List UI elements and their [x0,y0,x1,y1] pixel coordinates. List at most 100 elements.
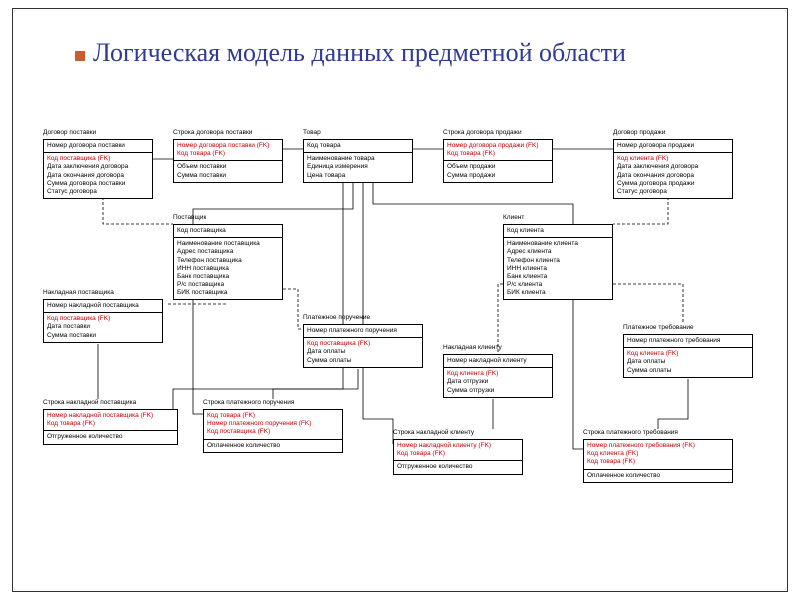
entity-attrs: Код поставщика (FK)Дата заключения догов… [44,153,152,198]
entity-box: Номер накладной поставщика Код поставщика… [43,299,163,343]
entity-name: Договор продажи [613,129,733,137]
attr-field: Сумма договора поставки [47,180,149,188]
entity-attrs: Отгруженное количество [394,461,522,473]
entity-name: Договор поставки [43,129,153,137]
attr-field: Статус договора [47,188,149,196]
diagram-canvas: Договор поставки Номер договора поставки К… [43,129,783,579]
entity-name: Платежное поручение [303,314,423,322]
attr-field: Дата окончания договора [617,172,729,180]
attr-field: Сумма продажи [447,172,549,180]
attr-field: Дата окончания договора [47,172,149,180]
entity-box: Номер платежного требования Код клиента (… [623,334,753,378]
entity-nakladnaya_post: Накладная поставщикаНомер накладной пост… [43,289,163,343]
attr-field: Код клиента (FK) [617,155,729,163]
entity-pk: Номер договора поставки [44,140,152,153]
entity-name: Поставщик [173,214,283,222]
entity-name: Платежное требование [623,324,753,332]
edge [363,181,393,444]
attr-field: Банк поставщика [177,273,279,281]
entity-box: Код товараНаименование товараЕдиница изм… [303,139,413,183]
entity-pk: Код клиента [504,225,612,238]
entity-stroka_dog_prod: Строка договора продажи Номер договора пр… [443,129,553,183]
pk-field: Номер договора поставки (FK) [177,142,279,150]
attr-field: БИК клиента [507,289,609,297]
entity-box: Код клиента Наименование клиентаАдрес кли… [503,224,613,300]
attr-field: Банк клиента [507,273,609,281]
entity-pk: Номер накладной клиенту [444,355,552,368]
entity-box: Номер договора поставки Код поставщика (F… [43,139,153,199]
attr-field: Р/с поставщика [177,281,279,289]
attr-field: БИК поставщика [177,289,279,297]
pk-field: Код товара (FK) [447,150,549,158]
entity-attrs: Наименование товараЕдиница измеренияЦена… [304,153,412,181]
attr-field: Сумма оплаты [307,357,419,365]
entity-pk: Номер платежного требования [624,335,752,348]
entity-box: Код поставщика Наименование поставщикаАдр… [173,224,283,300]
attr-field: Дата поставки [47,323,159,331]
attr-field: Сумма отгрузки [447,387,549,395]
entity-box: Номер договора поставки (FK)Код товара (… [173,139,283,183]
attr-field: Адрес клиента [507,248,609,256]
entity-attrs: Отгруженное количество [44,431,177,443]
title-bullet [75,51,85,61]
attr-field: Единица измерения [307,163,409,171]
entity-plat_poruchenie: Платежное поручение Номер платежного пору… [303,314,423,368]
entity-attrs: Наименование поставщикаАдрес поставщикаТ… [174,238,282,299]
attr-field: Объем поставки [177,163,279,171]
pk-field: Код поставщика [177,227,279,235]
entity-nakladnaya_klient: Накладная клиентуНомер накладной клиенту… [443,344,553,398]
attr-field: Отгруженное количество [47,433,174,441]
attr-field: Код поставщика (FK) [47,315,159,323]
entity-stroka_plat_por: Строка платежного порученияКод товара (F… [203,399,343,453]
entity-plat_trebovanie: Платежное требование Номер платежного тре… [623,324,753,378]
pk-field: Код товара (FK) [397,450,519,458]
entity-pk: Номер договора продажи (FK)Код товара (F… [444,140,552,161]
entity-box: Номер договора продажиКод клиента (FK)Да… [613,139,733,199]
attr-field: Код поставщика (FK) [47,155,149,163]
entity-attrs: Наименование клиентаАдрес клиентаТелефон… [504,238,612,299]
entity-pk: Номер накладной поставщика [44,300,162,313]
entity-box: Номер платежного порученияКод поставщика… [303,324,423,368]
entity-stroka_nakl_post: Строка накладной поставщикаНомер накладн… [43,399,178,445]
entity-stroka_nakl_klient: Строка накладной клиентуНомер накладной … [393,429,523,475]
entity-name: Клиент [503,214,613,222]
entity-name: Строка договора продажи [443,129,553,137]
attr-field: Статус договора [617,188,729,196]
pk-field: Номер накладной клиенту [447,357,549,365]
entity-pk: Номер накладной клиенту (FK)Код товара (… [394,440,522,461]
pk-field: Номер договора продажи [617,142,729,150]
pk-field: Код поставщика (FK) [207,428,339,436]
entity-pk: Номер платежного поручения [304,325,422,338]
entity-pk: Номер накладной поставщика (FK)Код товар… [44,410,177,431]
attr-field: Сумма поставки [47,332,159,340]
edge [103,197,173,224]
attr-field: Адрес поставщика [177,248,279,256]
pk-field: Код клиента [507,227,609,235]
pk-field: Номер платежного требования (FK) [587,442,729,450]
entity-box: Номер накладной поставщика (FK)Код товар… [43,409,178,444]
attr-field: Отгруженное количество [397,463,519,471]
pk-field: Номер платежного поручения (FK) [207,420,339,428]
entity-stroka_dog_post: Строка договора поставкиНомер договора п… [173,129,283,183]
pk-field: Код клиента (FK) [587,450,729,458]
pk-field: Номер платежного поручения [307,327,419,335]
attr-field: Р/с клиента [507,281,609,289]
entity-stroka_plat_treb: Строка платежного требования Номер платеж… [583,429,733,483]
entity-attrs: Код клиента (FK)Дата отгрузкиСумма отгру… [444,368,552,396]
attr-field: Сумма поставки [177,172,279,180]
attr-field: Сумма договора продажи [617,180,729,188]
entity-name: Строка платежного требования [583,429,733,437]
edge [613,284,683,324]
attr-field: Код клиента (FK) [447,370,549,378]
entity-dogovor_prodazhi: Договор продажи Номер договора продажи Код… [613,129,733,199]
entity-dogovor_postavki: Договор поставки Номер договора поставки К… [43,129,153,199]
pk-field: Номер накладной клиенту (FK) [397,442,519,450]
entity-name: Товар [303,129,413,137]
entity-pk: Код товара (FK)Номер платежного поручени… [204,410,342,439]
entity-attrs: Код клиента (FK)Дата заключения договора… [614,153,732,198]
attr-field: Код клиента (FK) [627,350,749,358]
entity-pk: Номер договора продажи [614,140,732,153]
entity-attrs: Объем поставкиСумма поставки [174,161,282,181]
edge [273,369,358,399]
pk-field: Номер договора поставки [47,142,149,150]
